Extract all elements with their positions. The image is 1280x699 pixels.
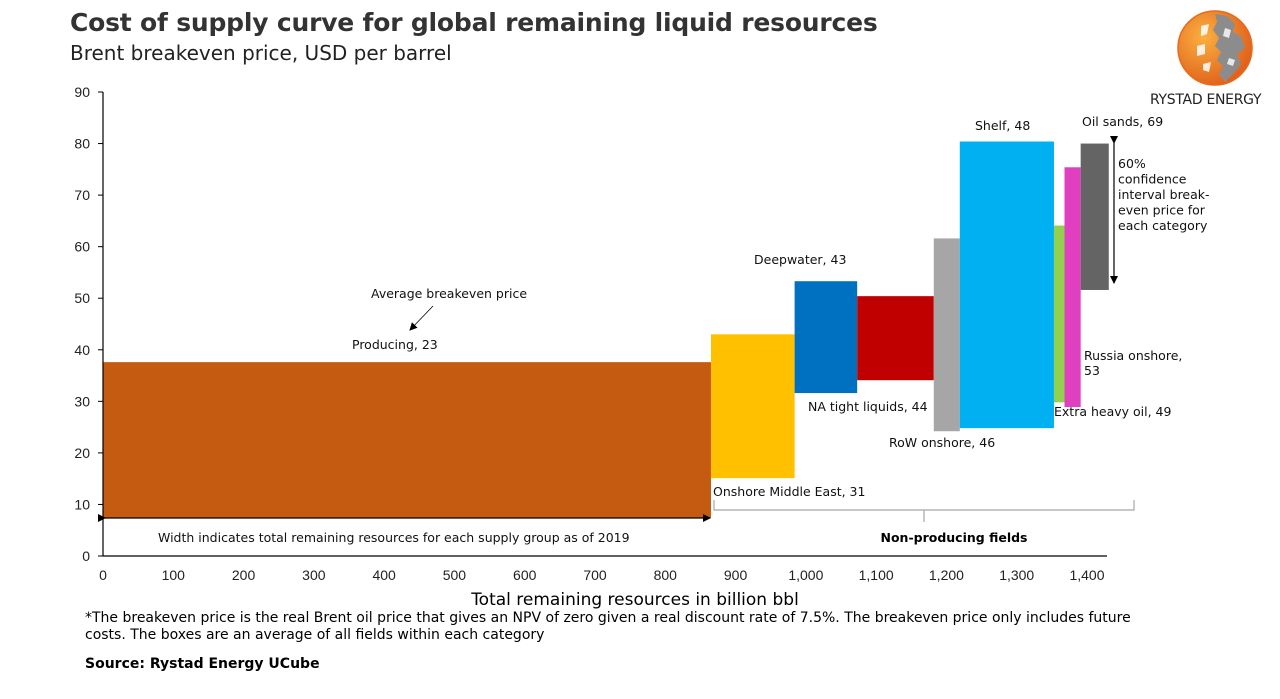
y-tick-label: 40 xyxy=(74,342,90,358)
x-tick-label: 400 xyxy=(372,567,396,583)
x-tick-label: 800 xyxy=(654,567,678,583)
label-na-tight-liquids: NA tight liquids, 44 xyxy=(808,399,928,414)
label-extra-heavy-oil: Extra heavy oil, 49 xyxy=(1054,404,1172,419)
logo-text: RYSTAD ENERGY xyxy=(1150,92,1262,108)
label-onshore-middle-east: Onshore Middle East, 31 xyxy=(713,484,865,499)
annotation-confidence-line: 60% xyxy=(1118,156,1146,171)
labels-group: Producing, 23 Onshore Middle East, 31 Deep… xyxy=(98,114,1210,545)
label-russia-onshore: Russia onshore, xyxy=(1084,348,1182,363)
y-tick-label: 90 xyxy=(74,84,90,100)
bar-oil-sands xyxy=(1080,143,1109,290)
label-deepwater: Deepwater, 43 xyxy=(754,252,846,267)
x-tick-label: 1,200 xyxy=(929,567,964,583)
label-oil-sands: Oil sands, 69 xyxy=(1082,114,1163,129)
bar-extra-heavy-oil xyxy=(1053,225,1065,403)
bars-group xyxy=(103,141,1109,518)
y-tick-label: 20 xyxy=(74,445,90,461)
y-tick-label: 10 xyxy=(74,496,90,512)
y-tick-label: 30 xyxy=(74,393,90,409)
y-tick-label: 50 xyxy=(74,290,90,306)
average-breakeven-arrow xyxy=(409,305,434,331)
x-tick-label: 1,100 xyxy=(859,567,894,583)
x-tick-label: 1,000 xyxy=(788,567,823,583)
x-tick-label: 200 xyxy=(232,567,256,583)
y-tick-label: 80 xyxy=(74,136,90,152)
x-tick-label: 700 xyxy=(583,567,607,583)
chart-title: Cost of supply curve for global remainin… xyxy=(70,8,878,37)
bar-onshore-middle-east xyxy=(710,334,795,479)
bar-shelf xyxy=(959,141,1054,429)
globe-logo-icon xyxy=(1177,10,1253,86)
x-tick-label: 600 xyxy=(513,567,537,583)
label-shelf: Shelf, 48 xyxy=(975,118,1030,133)
x-tick-label: 0 xyxy=(99,567,107,583)
label-producing: Producing, 23 xyxy=(352,337,438,352)
x-tick-label: 500 xyxy=(443,567,467,583)
annotation-average-breakeven: Average breakeven price xyxy=(371,286,527,301)
annotation-confidence-line: even price for xyxy=(1118,203,1206,218)
annotation-confidence-line: confidence xyxy=(1118,172,1187,187)
x-tick-label: 1,300 xyxy=(999,567,1034,583)
y-tick-label: 60 xyxy=(74,239,90,255)
y-tick-label: 70 xyxy=(74,187,90,203)
label-row-onshore: RoW onshore, 46 xyxy=(889,435,995,450)
x-axis-title: Total remaining resources in billion bbl xyxy=(470,590,799,610)
bar-russia-onshore xyxy=(1064,167,1081,408)
footnote: *The breakeven price is the real Brent o… xyxy=(85,610,1131,643)
source-note: Source: Rystad Energy UCube xyxy=(85,656,320,672)
bar-row-onshore xyxy=(933,238,960,432)
bar-na-tight-liquids xyxy=(857,296,934,381)
annotation-width-note: Width indicates total remaining resource… xyxy=(158,530,630,545)
annotation-confidence-line: interval break- xyxy=(1118,187,1210,202)
label-russia-onshore-value: 53 xyxy=(1084,363,1100,378)
chart-subtitle: Brent breakeven price, USD per barrel xyxy=(70,41,452,65)
annotation-confidence-line: each category xyxy=(1118,218,1208,233)
y-tick-label: 0 xyxy=(82,548,90,564)
x-tick-label: 300 xyxy=(302,567,326,583)
non-producing-bracket xyxy=(713,500,1135,522)
bar-producing xyxy=(103,362,711,518)
annotation-non-producing: Non-producing fields xyxy=(881,530,1028,545)
x-tick-label: 100 xyxy=(162,567,186,583)
x-tick-label: 1,400 xyxy=(1069,567,1104,583)
bar-deepwater xyxy=(794,281,858,394)
x-tick-label: 900 xyxy=(724,567,748,583)
